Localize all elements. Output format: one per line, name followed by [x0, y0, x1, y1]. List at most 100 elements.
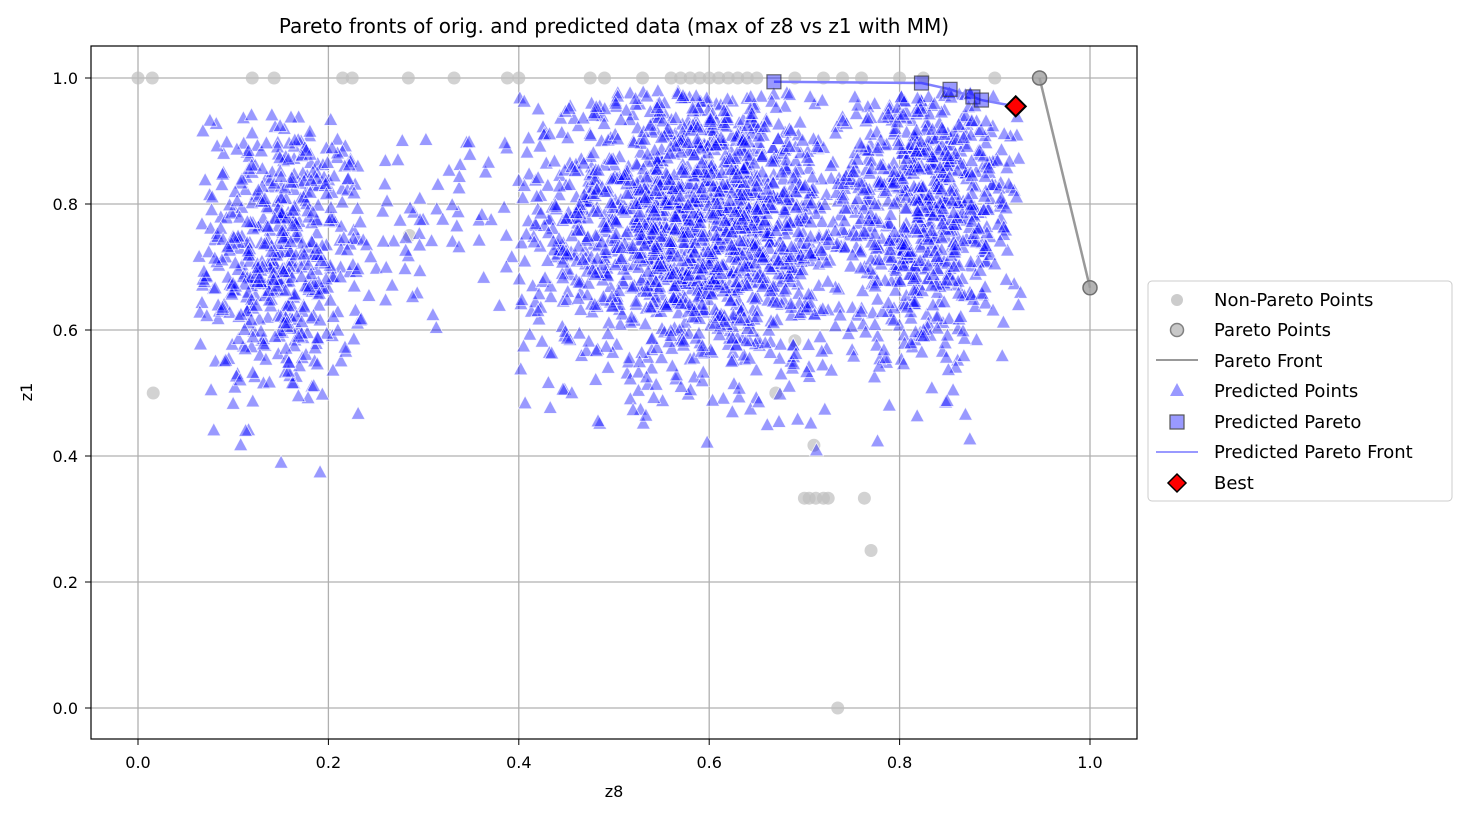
predicted-point: [998, 271, 1014, 286]
predicted-point: [624, 278, 641, 294]
y-tick-label: 0.0: [53, 699, 78, 718]
predicted-point: [694, 260, 711, 275]
predicted-point: [703, 172, 719, 187]
predicted-point: [332, 258, 349, 274]
predicted-point: [575, 251, 591, 266]
predicted-point: [746, 155, 762, 170]
predicted-point: [516, 93, 532, 108]
predicted-point: [648, 273, 664, 288]
predicted-point: [755, 127, 771, 142]
predicted-point: [241, 247, 257, 262]
predicted-point: [694, 179, 710, 195]
predicted-point: [346, 278, 362, 293]
predicted-point: [663, 241, 679, 256]
predicted-point: [723, 237, 740, 252]
predicted-point: [712, 231, 728, 246]
predicted-point: [770, 252, 787, 267]
predicted-point: [552, 167, 568, 182]
predicted-point: [730, 142, 746, 157]
predicted-point: [783, 122, 799, 137]
predicted-point: [772, 386, 788, 401]
predicted-point: [669, 248, 686, 263]
predicted-point: [289, 223, 305, 238]
predicted-point: [554, 254, 571, 269]
predicted-point: [639, 146, 656, 161]
non-pareto-point: [750, 71, 764, 85]
predicted-point: [394, 132, 410, 147]
predicted-point: [280, 363, 297, 378]
predicted-point: [548, 200, 565, 216]
predicted-point: [267, 328, 283, 343]
predicted-pareto-point: [973, 92, 990, 108]
predicted-point: [716, 313, 733, 328]
predicted-point: [278, 190, 294, 205]
predicted-point: [319, 325, 335, 340]
predicted-point: [306, 352, 323, 368]
predicted-point: [740, 320, 756, 335]
predicted-point: [239, 213, 256, 228]
predicted-point: [471, 232, 487, 247]
predicted-point: [498, 258, 515, 274]
y-tick-label: 0.2: [53, 573, 78, 592]
x-axis-label: z8: [605, 782, 624, 801]
predicted-point: [214, 166, 231, 181]
non-pareto-point: [597, 71, 611, 85]
predicted-point: [823, 157, 839, 172]
non-pareto-point: [712, 71, 726, 85]
predicted-point: [724, 184, 740, 199]
non-pareto-point: [693, 71, 707, 85]
predicted-point: [684, 100, 701, 115]
predicted-point: [233, 306, 249, 321]
legend-label: Best: [1214, 473, 1254, 494]
predicted-point: [870, 197, 886, 212]
non-pareto-point: [864, 544, 878, 557]
predicted-point: [646, 389, 662, 404]
non-pareto-point: [267, 71, 281, 85]
predicted-point: [783, 238, 800, 253]
predicted-point: [761, 322, 777, 337]
predicted-point: [818, 340, 835, 355]
predicted-point: [702, 189, 719, 204]
predicted-point: [261, 374, 278, 389]
predicted-point: [570, 117, 587, 132]
predicted-point: [239, 288, 255, 304]
predicted-point: [202, 220, 219, 235]
predicted-point: [288, 246, 304, 262]
non-pareto-point: [797, 491, 811, 505]
predicted-point: [604, 288, 620, 304]
predicted-point: [338, 343, 354, 358]
predicted-point: [324, 327, 340, 342]
predicted-point: [849, 307, 865, 322]
predicted-pareto-point: [942, 81, 958, 97]
predicted-point: [771, 116, 787, 131]
predicted-point: [720, 288, 736, 303]
predicted-point: [412, 262, 428, 277]
predicted-point: [711, 326, 728, 342]
predicted-point: [308, 240, 325, 255]
predicted-point: [862, 126, 879, 141]
predicted-point: [515, 338, 532, 353]
predicted-point: [255, 374, 272, 390]
predicted-point: [612, 316, 629, 331]
predicted-point: [302, 123, 318, 138]
predicted-point: [661, 233, 678, 248]
predicted-point: [608, 95, 624, 110]
legend-label: Predicted Pareto: [1214, 412, 1361, 433]
predicted-point: [788, 345, 804, 360]
predicted-point: [680, 196, 696, 211]
predicted-point: [318, 175, 334, 190]
predicted-point: [622, 314, 638, 329]
predicted-point: [579, 286, 595, 302]
predicted-point: [763, 153, 780, 168]
predicted-point: [667, 221, 684, 236]
predicted-point: [676, 234, 692, 249]
predicted-point: [199, 307, 215, 322]
predicted-point: [702, 109, 718, 125]
predicted-point: [402, 199, 418, 215]
predicted-point: [633, 135, 649, 150]
predicted-point: [814, 343, 830, 358]
predicted-point: [803, 415, 819, 430]
predicted-point: [499, 139, 515, 155]
predicted-point: [560, 129, 576, 145]
predicted-point: [686, 368, 703, 384]
